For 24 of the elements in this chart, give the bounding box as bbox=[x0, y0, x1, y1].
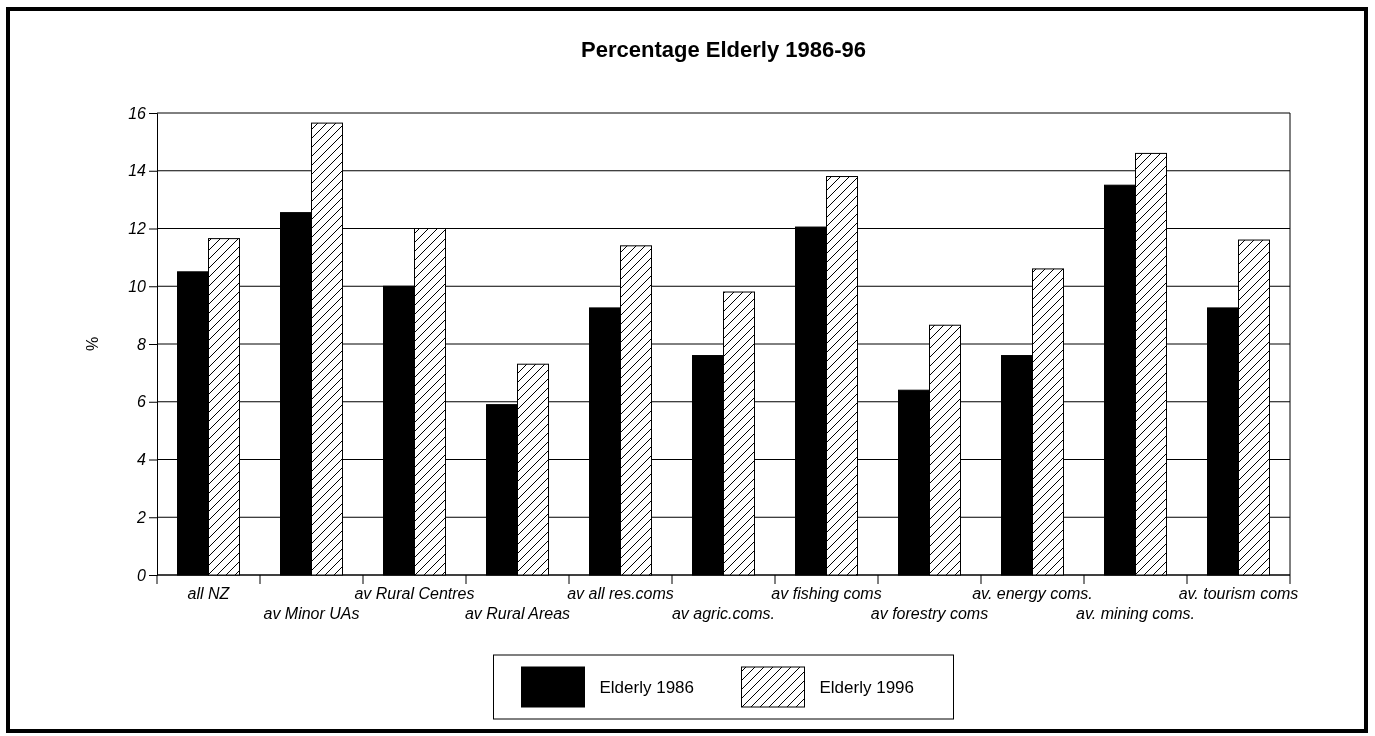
y-tick-label: 12 bbox=[128, 220, 147, 238]
x-tick-label: all NZ bbox=[187, 585, 231, 602]
y-tick-label: 2 bbox=[136, 508, 147, 526]
x-tick-label: av. mining coms. bbox=[1076, 605, 1195, 622]
legend-label: Elderly 1996 bbox=[819, 678, 915, 697]
x-tick-label: av fishing coms bbox=[771, 585, 882, 602]
x-tick-label: av Rural Centres bbox=[354, 585, 475, 602]
x-tick-label: av all res.coms bbox=[567, 585, 674, 602]
y-tick-label: 0 bbox=[137, 566, 147, 584]
y-tick-label: 16 bbox=[128, 104, 147, 122]
x-tick-label: av agric.coms. bbox=[671, 605, 776, 622]
x-tick-label: av. tourism coms bbox=[1178, 585, 1299, 602]
y-tick-label: 10 bbox=[128, 277, 147, 295]
x-tick-label: av. energy coms. bbox=[972, 585, 1093, 602]
x-tick-label: av forestry coms bbox=[870, 605, 989, 622]
x-tick-label: av Minor UAs bbox=[263, 605, 360, 622]
y-tick-label: 14 bbox=[128, 162, 147, 180]
y-tick-label: 8 bbox=[137, 335, 147, 353]
legend-label: Elderly 1986 bbox=[599, 678, 695, 697]
y-tick-label: 4 bbox=[137, 451, 147, 469]
chart-title: Percentage Elderly 1986-96 bbox=[581, 37, 866, 62]
x-tick-label: av Rural Areas bbox=[464, 605, 571, 622]
y-axis-title: % bbox=[84, 336, 101, 352]
y-tick-label: 6 bbox=[137, 393, 147, 411]
